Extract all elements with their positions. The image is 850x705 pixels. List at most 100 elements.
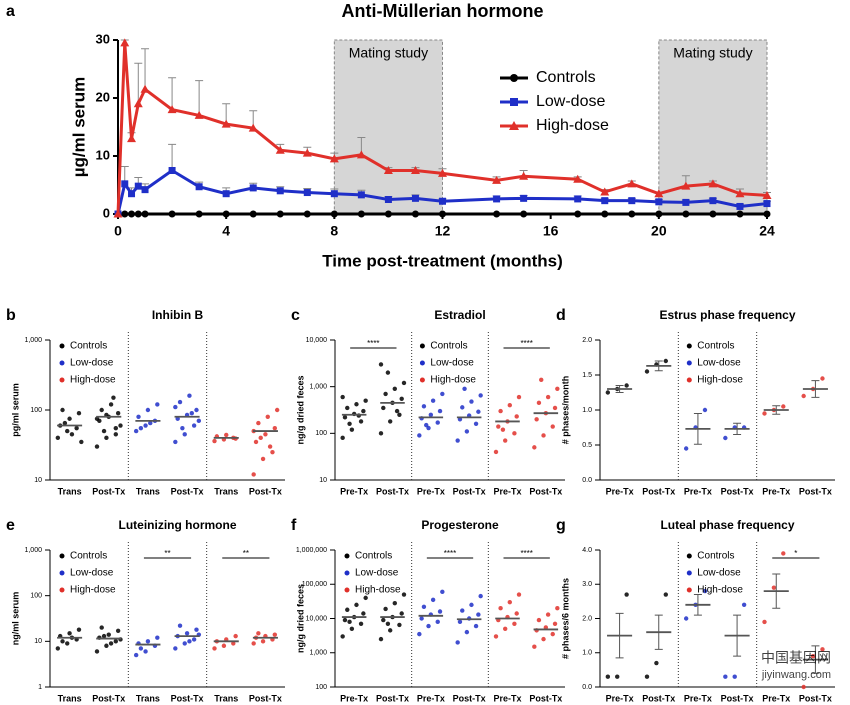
data-point <box>473 623 479 629</box>
legend-label: Low-dose <box>430 358 474 369</box>
marker <box>439 197 446 205</box>
data-point <box>507 403 512 408</box>
data-point <box>260 456 266 462</box>
y-tick-label: 1,000 <box>24 337 42 344</box>
y-tick-label: 20 <box>96 89 110 104</box>
y-tick-label: 0 <box>103 205 110 220</box>
shaded-region <box>333 39 444 215</box>
x-tick-label: Trans <box>214 486 238 496</box>
data-point <box>426 623 431 629</box>
data-point <box>820 376 825 381</box>
data-point <box>385 621 391 627</box>
data-point <box>469 602 474 608</box>
legend-marker <box>686 360 692 366</box>
data-point <box>399 611 404 616</box>
x-tick-label: Post-Tx <box>249 486 282 496</box>
legend-label: High-dose <box>697 585 743 596</box>
marker <box>249 210 257 218</box>
error-bar <box>141 48 150 90</box>
data-point <box>421 404 427 409</box>
data-point <box>435 619 440 625</box>
x-tick-label: 0 <box>114 223 122 239</box>
marker <box>195 183 203 191</box>
legend-marker <box>419 360 425 366</box>
data-point <box>507 599 512 605</box>
data-point <box>99 407 104 413</box>
x-tick-label: Pre-Tx <box>762 693 790 703</box>
error-bar <box>693 413 702 445</box>
chart-title: Luteal phase frequency <box>660 518 794 532</box>
legend-marker <box>344 587 350 593</box>
data-point <box>253 439 259 445</box>
data-point <box>545 612 551 617</box>
y-tick-label: 10,000 <box>306 337 328 344</box>
legend-marker <box>686 553 692 559</box>
significance-label: **** <box>367 339 379 348</box>
marker <box>167 105 177 114</box>
y-tick-label: 10 <box>34 638 42 645</box>
data-point <box>143 649 148 654</box>
significance-label: * <box>794 549 797 558</box>
marker <box>120 38 130 47</box>
data-point <box>184 631 190 636</box>
panel-label: a <box>6 3 15 20</box>
x-tick-label: Post-Tx <box>721 693 754 703</box>
marker <box>121 210 129 218</box>
series-line <box>116 168 768 215</box>
data-point <box>417 631 422 637</box>
data-point <box>251 472 256 477</box>
error-bar <box>772 405 781 415</box>
data-point <box>539 377 544 383</box>
marker <box>520 210 528 218</box>
y-tick-label: 2.0 <box>582 337 592 344</box>
legend-marker <box>59 553 65 559</box>
x-tick-label: 20 <box>651 223 667 239</box>
data-point <box>256 420 261 426</box>
data-point <box>605 390 611 395</box>
marker <box>384 196 392 203</box>
marker <box>134 182 142 190</box>
data-point <box>256 631 261 636</box>
marker <box>330 190 338 198</box>
data-point <box>500 427 506 432</box>
data-point <box>503 626 508 632</box>
x-tick-label: Post-Tx <box>376 486 409 496</box>
data-point <box>810 653 816 659</box>
data-point <box>401 592 407 597</box>
data-point <box>552 405 558 411</box>
marker <box>520 194 528 202</box>
data-point <box>155 635 160 640</box>
marker <box>275 145 285 154</box>
data-point <box>274 407 280 413</box>
data-point <box>194 627 199 632</box>
data-point <box>108 402 114 407</box>
x-tick-label: Post-Tx <box>171 486 204 496</box>
marker <box>127 134 137 143</box>
data-point <box>512 621 517 627</box>
y-axis-label: # phases/month <box>560 376 570 445</box>
marker <box>194 110 204 119</box>
marker <box>493 195 501 203</box>
data-point <box>428 412 434 417</box>
data-point <box>106 632 111 637</box>
marker <box>654 189 664 198</box>
data-point <box>136 414 141 419</box>
legend-marker <box>59 377 65 383</box>
marker <box>195 210 203 218</box>
data-point <box>94 649 100 654</box>
error-bar <box>811 380 820 398</box>
data-point <box>354 402 359 407</box>
data-point <box>67 631 72 636</box>
x-tick-label: 4 <box>222 223 230 239</box>
data-point <box>550 631 555 637</box>
x-tick-label: Post-Tx <box>376 693 409 703</box>
marker <box>574 195 582 203</box>
data-point <box>476 612 481 617</box>
legend-marker <box>686 570 692 576</box>
data-point <box>516 592 522 597</box>
data-point <box>644 674 650 679</box>
legend-label: Controls <box>70 341 107 352</box>
x-tick-label: Pre-Tx <box>493 486 521 496</box>
marker <box>509 121 519 130</box>
data-point <box>272 632 278 637</box>
